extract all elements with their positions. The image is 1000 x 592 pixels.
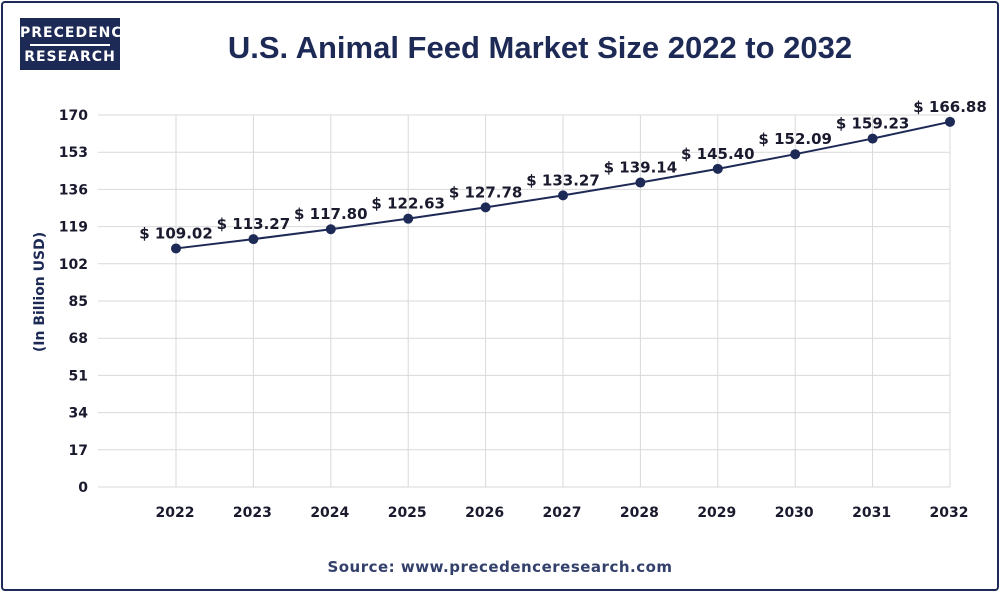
data-label: $ 145.40: [681, 145, 755, 163]
y-tick-label: 0: [78, 480, 88, 496]
logo-line-1: PRECEDENCE: [20, 25, 134, 41]
chart-title: U.S. Animal Feed Market Size 2022 to 203…: [227, 30, 853, 65]
x-tick-label: 2025: [388, 505, 427, 521]
y-tick-label: 34: [69, 406, 89, 422]
data-point: [945, 116, 955, 127]
x-tick-label: 2022: [156, 505, 195, 521]
x-tick-label: 2032: [930, 505, 969, 521]
x-tick-label: 2030: [775, 505, 814, 521]
logo-divider: [30, 44, 110, 46]
x-tick-label: 2028: [620, 505, 659, 521]
data-label: $ 109.02: [139, 224, 213, 242]
y-tick-label: 102: [59, 257, 88, 273]
data-label: $ 133.27: [526, 171, 600, 189]
data-label: $ 117.80: [294, 205, 368, 223]
y-tick-label: 68: [69, 331, 88, 347]
y-tick-label: 85: [69, 294, 88, 310]
y-tick-label: 136: [59, 182, 88, 198]
data-point: [480, 202, 491, 213]
data-point: [635, 177, 646, 188]
x-tick-label: 2023: [233, 505, 272, 521]
data-point: [558, 190, 568, 201]
data-point: [712, 163, 723, 174]
data-point: [867, 133, 878, 144]
data-point: [790, 149, 801, 160]
x-tick-label: 2027: [543, 505, 582, 521]
data-label: $ 152.09: [758, 130, 832, 148]
y-tick-label: 119: [59, 220, 88, 236]
x-tick-label: 2031: [852, 505, 891, 521]
data-label: $ 127.78: [449, 183, 523, 201]
x-tick-label: 2029: [697, 505, 736, 521]
data-point: [248, 234, 259, 245]
data-label: $ 159.23: [836, 115, 910, 133]
data-label: $ 122.63: [371, 195, 445, 213]
data-point: [325, 224, 336, 235]
data-label: $ 139.14: [604, 159, 678, 177]
y-tick-label: 51: [69, 368, 88, 384]
logo-line-2: RESEARCH: [24, 49, 116, 65]
y-tick-label: 17: [69, 443, 88, 459]
x-tick-label: 2026: [465, 505, 504, 521]
data-point: [403, 213, 414, 224]
data-label: $ 113.27: [217, 215, 291, 233]
y-tick-label: 170: [59, 108, 88, 124]
y-tick-label: 153: [59, 145, 88, 161]
data-point: [171, 243, 181, 254]
brand-logo: PRECEDENCE RESEARCH: [20, 18, 132, 70]
source-note: Source: www.precedenceresearch.com: [327, 558, 673, 576]
data-label: $ 166.88: [913, 98, 987, 116]
x-tick-label: 2024: [310, 505, 349, 521]
